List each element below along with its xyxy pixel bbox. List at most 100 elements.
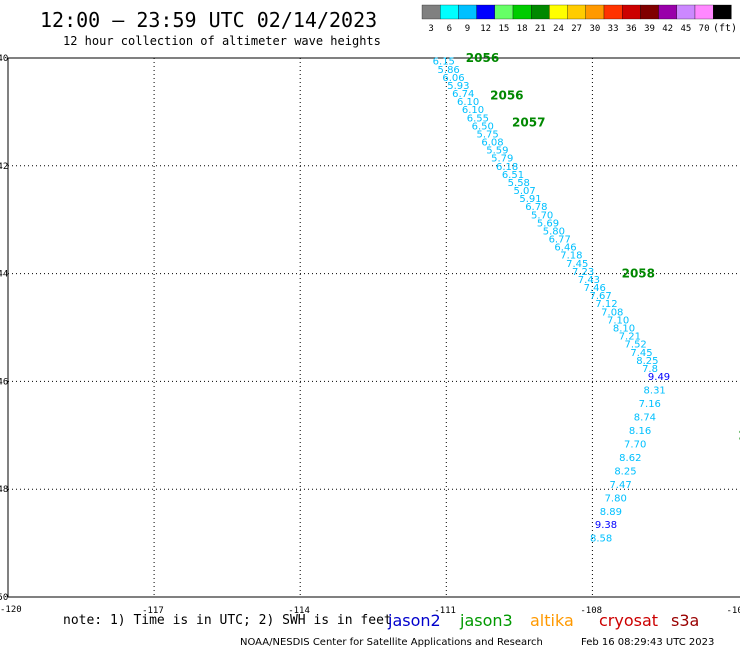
legend-tick-label: 9 [465,24,470,34]
wave-height-point: 8.16 [629,426,651,437]
pass-time-label: 2056 [466,51,499,65]
wave-height-point: 6.77 [549,235,571,246]
legend-tick-label: 12 [480,24,491,34]
x-tick-label: -10 [727,606,740,616]
wave-height-point: 7.12 [595,299,617,310]
wave-height-point: 5.58 [508,178,530,189]
wave-height-point: 5.07 [514,186,536,197]
satellite-label: cryosat [599,611,658,630]
legend-swatch [494,4,514,20]
legend-swatch [676,4,696,20]
satellite-label: jason3 [459,611,513,630]
legend-swatch [713,4,732,20]
legend-swatch [658,4,677,20]
legend-swatch [640,4,659,20]
legend-tick-label: 27 [571,24,582,34]
y-tick-label: -44 [0,270,8,280]
legend-swatch [567,4,586,20]
wave-height-point: 6.78 [525,202,547,213]
wave-height-point: 9.49 [648,372,670,383]
wave-height-point: 7.46 [584,283,606,294]
legend-tick-label: 21 [535,24,546,34]
pass-time-labels: 2056 2056 2057 2058 2 [466,51,740,442]
satellite-legend: jason2 jason3 altika cryosat s3a [387,611,699,630]
legend-swatch [512,4,532,20]
wave-height-point: 5.79 [491,154,513,165]
legend-tick-label: 45 [680,24,691,34]
legend-swatch [458,4,477,20]
x-tick-labels: -120 -117 -114 -111 -108 -10 [0,605,740,616]
wave-height-point: 8.62 [619,453,641,464]
footer-timestamp: Feb 16 08:29:43 UTC 2023 [581,637,714,648]
y-tick-labels: -40 -42 -44 -46 -48 -50 [0,54,8,603]
legend-swatch [694,4,714,20]
wave-height-point: 5.86 [438,65,460,76]
legend-tick-label: 30 [589,24,600,34]
wave-height-point: 6.10 [457,97,479,108]
legend-swatch [549,4,568,20]
x-tick-label: -108 [580,606,602,616]
wave-height-points: 6.155.866.065.936.746.106.106.556.505.75… [433,57,671,545]
wave-height-point: 5.93 [447,81,469,92]
plot-area [7,57,740,598]
legend-tick-label: 3 [428,24,433,34]
satellite-label: s3a [671,611,699,630]
wave-height-point: 8.10 [613,324,635,335]
x-tick-label: -120 [0,605,22,615]
wave-height-point: 6.18 [496,162,518,173]
legend-tick-label: 6 [447,24,452,34]
wave-height-point: 7.16 [639,399,661,410]
satellite-label: jason2 [387,611,441,630]
legend-tick-label: 24 [553,24,564,34]
wave-height-point: 5.70 [531,210,553,221]
legend-swatch [531,4,550,20]
footer-credit: NOAA/NESDIS Center for Satellite Applica… [240,637,543,648]
legend-swatch [476,4,495,20]
wave-height-point: 7.43 [578,275,600,286]
wave-height-point: 6.51 [502,170,524,181]
legend-unit: (ft) [713,23,737,34]
wave-height-point: 7.18 [560,251,582,262]
wave-height-point: 8.74 [634,412,656,423]
wave-height-point: 9.38 [595,520,617,531]
legend-tick-label: 42 [662,24,673,34]
wave-height-point: 6.10 [462,105,484,116]
wave-height-point: 5.91 [519,194,541,205]
wave-height-point: 6.08 [481,138,503,149]
legend-swatch [603,4,623,20]
y-tick-label: -40 [0,54,8,64]
wave-height-point: 6.55 [467,113,489,124]
wave-height-point: 7.45 [630,348,652,359]
wave-height-point: 7.47 [609,480,631,491]
legend-swatch [440,4,459,20]
legend-tick-label: 36 [626,24,637,34]
wave-height-point: 6.50 [472,121,494,132]
wave-height-point: 8.25 [614,466,636,477]
x-tick-label: -111 [434,606,456,616]
wave-height-point: 7.45 [566,259,588,270]
x-tick-label: -114 [288,606,310,616]
wave-height-point: 6.46 [554,243,576,254]
pass-time-label: 2 [739,428,740,442]
wave-height-point: 7.52 [625,340,647,351]
wave-height-point: 8.89 [600,507,622,518]
wave-height-point: 8.58 [590,534,612,545]
legend-swatch [585,4,605,20]
wave-height-point: 7.80 [605,493,627,504]
wave-height-point: 8.31 [644,385,666,396]
x-tick-label: -117 [142,606,164,616]
wave-height-point: 7.23 [572,267,594,278]
legend-tick-label: 39 [644,24,655,34]
page-subtitle: 12 hour collection of altimeter wave hei… [63,34,381,48]
page-title: 12:00 — 23:59 UTC 02/14/2023 [40,8,377,32]
wave-height-point: 8.25 [636,356,658,367]
y-tick-label: -42 [0,162,8,172]
y-tick-label: -50 [0,593,8,603]
pass-time-label: 2058 [622,267,655,281]
wave-height-point: 6.06 [442,73,464,84]
wave-height-point: 7.8 [642,364,658,375]
legend-tick-label: 15 [498,24,509,34]
wave-height-point: 7.10 [607,315,629,326]
wave-height-point: 6.74 [452,89,474,100]
